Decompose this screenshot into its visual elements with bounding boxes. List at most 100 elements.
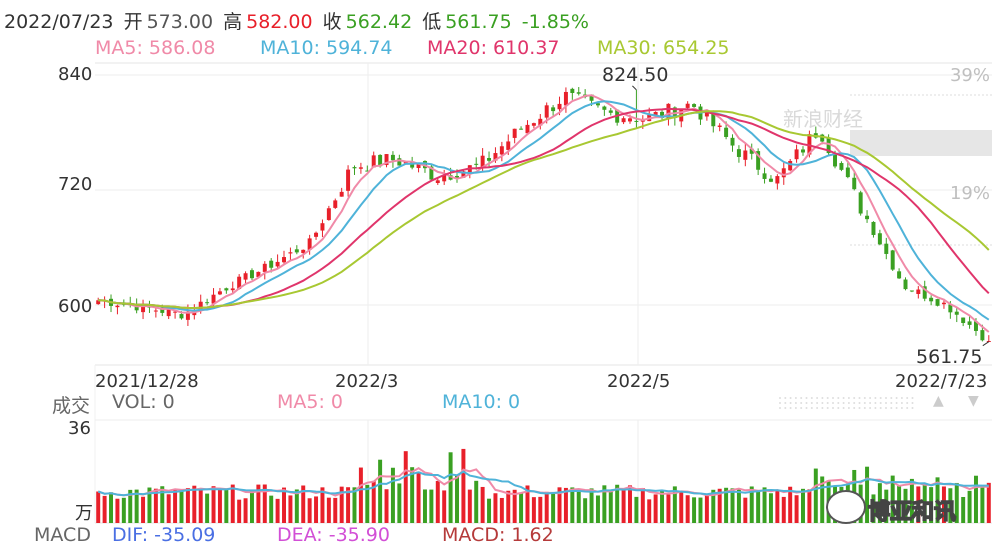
- candle-body: [435, 180, 440, 183]
- candle-body: [96, 300, 101, 305]
- candle-body: [922, 286, 927, 299]
- volume-bar: [986, 482, 991, 523]
- candle-body: [986, 341, 991, 343]
- scroll-dot: [879, 402, 882, 404]
- volume-max-label: 36: [68, 418, 91, 439]
- candle-body: [833, 153, 838, 167]
- candle-body: [230, 288, 235, 291]
- candle-body: [224, 288, 229, 291]
- candle-body: [775, 176, 780, 184]
- volume-bar: [551, 493, 556, 523]
- candle-body: [185, 311, 190, 320]
- candle-body: [621, 118, 626, 123]
- volume-bar: [205, 493, 210, 523]
- x-tick-2022723: 2022/7/23: [895, 371, 988, 392]
- volume-bar: [256, 484, 261, 523]
- scroll-dot: [874, 407, 877, 409]
- volume-bar: [121, 497, 126, 523]
- scroll-dot: [789, 402, 792, 404]
- volume-bar: [429, 489, 434, 523]
- percent-band: [850, 94, 992, 246]
- ma10-line: [98, 100, 990, 321]
- candle-body: [666, 103, 671, 120]
- volume-bar: [775, 490, 780, 523]
- volume-bar: [929, 487, 934, 523]
- volume-bar: [653, 494, 658, 523]
- high-price-annotation: 824.50: [602, 64, 669, 86]
- scroll-dot: [832, 397, 834, 399]
- volume-bar: [217, 488, 222, 523]
- ma-lines: [98, 94, 990, 333]
- scroll-dot: [800, 407, 803, 409]
- scroll-dot: [890, 407, 893, 409]
- scroll-dot: [810, 402, 813, 404]
- scroll-dot: [906, 407, 909, 409]
- scroll-dot: [832, 402, 834, 404]
- candle-body: [397, 158, 402, 166]
- candle-body: [480, 155, 485, 167]
- volume-bar: [813, 468, 818, 523]
- candle-body: [628, 118, 632, 122]
- x-tick-20211228: 2021/12/28: [95, 371, 199, 392]
- candle-body: [736, 149, 741, 157]
- scroll-down-arrow[interactable]: ▼: [968, 393, 979, 409]
- volume-bar: [352, 487, 357, 523]
- scroll-dot: [900, 397, 903, 399]
- candle-body: [262, 263, 267, 272]
- candle-body: [660, 111, 665, 118]
- candle-body: [346, 169, 351, 191]
- candle-body: [531, 123, 536, 126]
- volume-bar: [333, 497, 338, 523]
- volume-bar: [499, 497, 504, 523]
- scroll-dot: [885, 397, 887, 399]
- candle-body: [576, 92, 581, 94]
- scroll-dot: [805, 397, 808, 399]
- volume-bar: [704, 495, 709, 523]
- scroll-dot: [826, 407, 829, 409]
- volume-bar: [185, 488, 190, 523]
- candle-body: [845, 167, 850, 178]
- volume-bar: [628, 485, 632, 523]
- scroll-dot: [821, 397, 824, 399]
- macd-value: MACD: 1.62: [442, 524, 554, 546]
- volume-bar: [724, 487, 729, 523]
- scroll-dot: [842, 402, 845, 404]
- volume-bar: [871, 494, 876, 523]
- candle-body: [967, 321, 972, 325]
- scroll-dot: [890, 402, 893, 404]
- volume-bar: [570, 487, 575, 523]
- scroll-dot: [816, 397, 819, 399]
- macd-title: MACD: [34, 524, 91, 546]
- volume-bar: [589, 488, 594, 523]
- volume-bar: [109, 492, 114, 523]
- candle-body: [173, 311, 178, 313]
- volume-bar: [621, 489, 626, 523]
- volume-bar: [897, 486, 902, 523]
- volume-bar: [224, 488, 229, 523]
- volume-bar: [692, 497, 697, 523]
- candle-body: [333, 200, 338, 208]
- volume-bar: [249, 489, 254, 523]
- volume-bar: [544, 491, 549, 523]
- volume-bar: [884, 489, 889, 523]
- volume-bar: [666, 494, 671, 523]
- candle-body: [326, 208, 331, 221]
- candle-body: [294, 249, 299, 253]
- volume-bar: [890, 475, 895, 523]
- volume-bar: [294, 489, 299, 523]
- volume-bar: [442, 490, 447, 523]
- scroll-dot: [794, 402, 797, 404]
- vol-value: VOL: 0: [112, 391, 175, 413]
- candle-body: [877, 233, 882, 245]
- volume-bar: [262, 484, 267, 523]
- scroll-up-arrow[interactable]: ▲: [933, 393, 944, 409]
- open-label: 开: [123, 11, 143, 33]
- pct-mid-label: 19%: [949, 183, 990, 204]
- scroll-dot: [885, 402, 887, 404]
- scroll-dot: [869, 407, 872, 409]
- scroll-dot: [794, 407, 797, 409]
- volume-bar: [519, 493, 524, 523]
- volume-bar: [634, 496, 639, 523]
- scroll-dot: [847, 397, 850, 399]
- candle-body: [909, 290, 914, 292]
